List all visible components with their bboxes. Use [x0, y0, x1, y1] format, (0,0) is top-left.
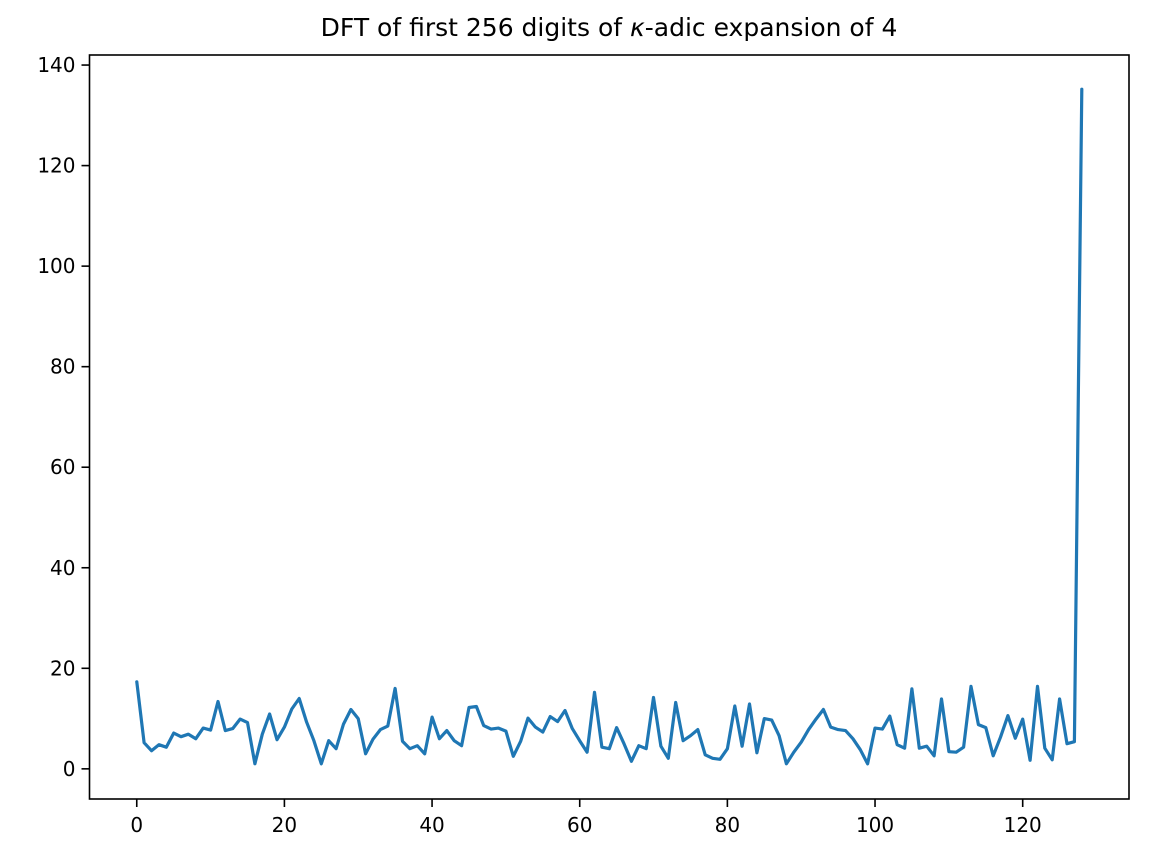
x-tick-label: 80 [715, 813, 740, 837]
chart-title: DFT of first 256 digits of κ-adic expans… [89, 13, 1129, 42]
y-tick-label: 80 [50, 355, 75, 379]
x-tick-label: 60 [567, 813, 592, 837]
y-tick-label: 20 [50, 656, 75, 680]
data-line [135, 87, 1084, 766]
y-tick-label: 40 [50, 556, 75, 580]
chart-title-kappa: κ [630, 13, 645, 42]
chart-title-suffix: -adic expansion of 4 [644, 13, 898, 42]
x-tick-label: 0 [130, 813, 143, 837]
y-tick-label: 60 [50, 455, 75, 479]
x-tick-label: 40 [419, 813, 444, 837]
y-tick-label: 0 [63, 757, 76, 781]
y-tick-label: 140 [37, 53, 75, 77]
x-tick-label: 20 [272, 813, 297, 837]
chart-title-prefix: DFT of first 256 digits of [320, 13, 630, 42]
plot-spines [88, 54, 1130, 800]
x-tick-label: 120 [1004, 813, 1042, 837]
y-tick-label: 120 [37, 154, 75, 178]
x-tick-label: 100 [856, 813, 894, 837]
y-tick-label: 100 [37, 254, 75, 278]
